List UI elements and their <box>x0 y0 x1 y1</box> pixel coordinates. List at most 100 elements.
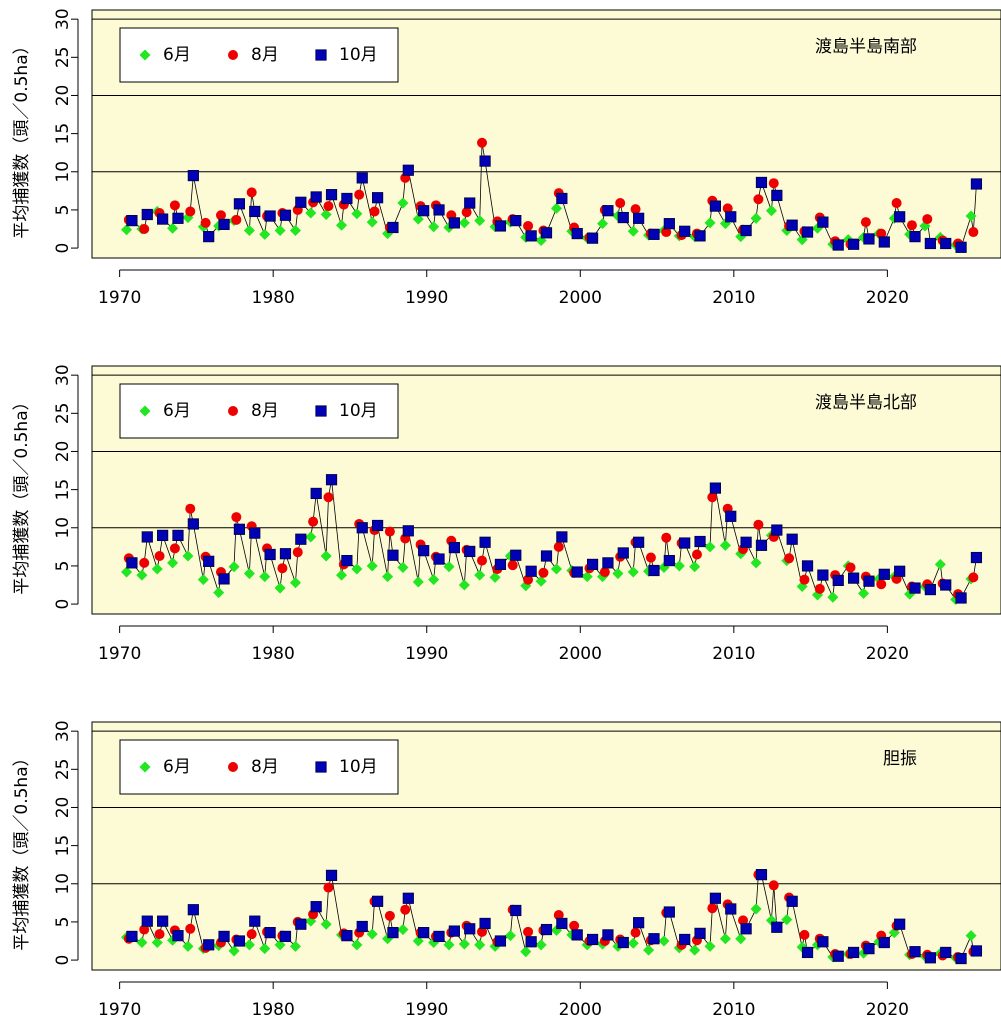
data-point <box>922 214 933 225</box>
data-point <box>847 946 860 959</box>
legend-label: 8月 <box>251 401 279 421</box>
data-point <box>858 587 870 599</box>
data-point <box>863 233 875 245</box>
data-point <box>182 940 194 952</box>
y-tick-label: 20 <box>53 85 73 107</box>
data-point <box>801 560 814 572</box>
x-tick-label: 1970 <box>98 288 141 308</box>
data-point <box>289 577 301 589</box>
data-point <box>679 933 691 946</box>
data-point <box>351 563 363 575</box>
data-point <box>231 214 242 225</box>
y-tick-label: 0 <box>53 243 73 254</box>
data-point <box>243 225 255 237</box>
data-point <box>648 228 660 240</box>
x-tick-label: 1970 <box>98 644 141 664</box>
data-point <box>121 224 133 236</box>
data-point <box>602 205 614 217</box>
data-point <box>814 583 825 594</box>
data-point <box>443 939 455 951</box>
data-point <box>341 930 353 942</box>
data-point <box>645 552 656 563</box>
connector <box>315 493 327 557</box>
data-point <box>689 944 701 956</box>
data-point <box>136 937 148 949</box>
data-point <box>351 208 363 220</box>
y-tick-label: 30 <box>53 8 73 30</box>
x-tick-label: 1980 <box>252 288 295 308</box>
data-point <box>182 550 194 562</box>
x-tick-label: 2000 <box>559 644 602 664</box>
data-point <box>571 929 583 941</box>
data-point <box>801 946 814 959</box>
data-point <box>458 217 470 229</box>
legend-label: 6月 <box>163 45 191 65</box>
legend-label: 6月 <box>163 401 191 421</box>
data-point <box>169 200 180 211</box>
data-point <box>863 943 875 955</box>
data-point <box>801 226 814 238</box>
data-point <box>740 923 752 935</box>
data-point <box>845 562 856 573</box>
data-point <box>335 219 348 231</box>
data-point <box>771 524 783 536</box>
data-point <box>781 914 793 926</box>
connector <box>709 497 713 547</box>
data-point <box>356 522 368 534</box>
data-point <box>571 566 583 578</box>
data-point <box>719 539 731 551</box>
data-point <box>707 492 718 503</box>
data-point <box>658 935 670 947</box>
data-point <box>494 558 507 571</box>
data-point <box>663 218 675 230</box>
legend-label: 10月 <box>339 45 378 65</box>
data-point <box>704 217 716 229</box>
connector <box>755 874 759 909</box>
data-point <box>940 946 952 959</box>
data-point <box>786 895 798 907</box>
data-point <box>323 882 334 893</box>
data-point <box>525 565 537 577</box>
data-point <box>157 213 169 225</box>
data-point <box>228 561 240 573</box>
data-point <box>633 917 645 929</box>
data-point <box>187 169 199 182</box>
data-point <box>832 950 844 962</box>
data-point <box>400 904 411 915</box>
data-point <box>643 944 655 956</box>
connector <box>761 874 772 921</box>
data-point <box>141 208 153 221</box>
data-point <box>139 224 150 235</box>
data-point <box>765 205 777 217</box>
data-point <box>755 539 768 551</box>
data-point <box>633 212 645 224</box>
data-point <box>627 937 639 949</box>
data-point <box>213 587 225 599</box>
data-point <box>387 221 399 234</box>
data-point <box>934 558 946 570</box>
y-tick-label: 20 <box>53 797 73 819</box>
data-point <box>540 550 553 562</box>
y-tick-label: 10 <box>53 873 73 895</box>
data-point <box>203 555 215 567</box>
connector <box>192 909 204 949</box>
data-point <box>876 579 887 590</box>
connector <box>515 910 527 952</box>
data-point <box>523 220 534 231</box>
data-point <box>811 222 824 234</box>
data-point <box>200 217 211 228</box>
data-point <box>310 487 322 500</box>
data-point <box>371 519 384 532</box>
data-point <box>366 928 378 940</box>
data-point <box>535 939 547 951</box>
data-point <box>540 227 553 239</box>
data-point <box>139 557 150 568</box>
data-point <box>663 554 675 567</box>
y-tick-label: 15 <box>53 835 73 857</box>
data-point <box>689 561 701 573</box>
x-tick-label: 2000 <box>559 1000 602 1019</box>
data-point <box>185 206 196 217</box>
data-point <box>753 194 764 205</box>
data-point <box>233 198 246 210</box>
data-point <box>894 211 906 223</box>
